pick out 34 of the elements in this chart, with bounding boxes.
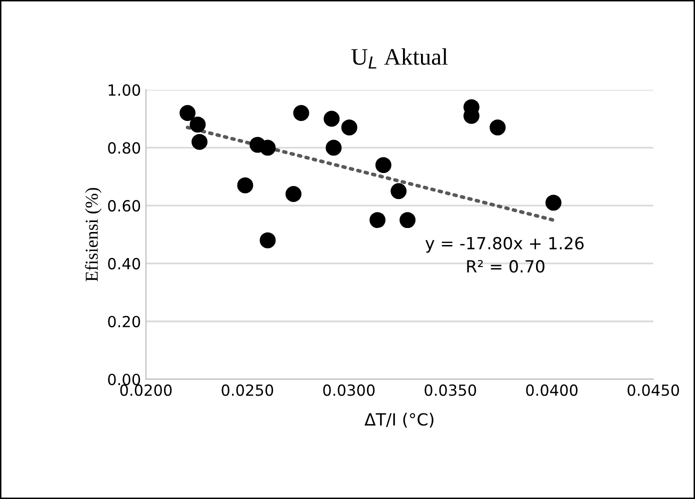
point — [286, 186, 302, 202]
point — [260, 140, 276, 156]
point — [370, 212, 386, 228]
annotation: R² = 0.70 — [467, 260, 544, 273]
y-tick-label: 0.20 — [108, 316, 140, 328]
y-tick-label: 1.00 — [108, 84, 140, 96]
point — [260, 232, 276, 248]
x-tick-label: 0.0450 — [628, 384, 680, 396]
point — [400, 212, 416, 228]
point — [180, 104, 196, 121]
x-tick-label: 0.0250 — [222, 384, 274, 396]
x-tick-label: 0.0350 — [424, 384, 476, 396]
point — [341, 119, 358, 136]
y-tick-label: 0.00 — [108, 374, 140, 386]
point — [192, 134, 208, 150]
point — [237, 177, 254, 194]
point — [324, 110, 340, 127]
point — [190, 116, 206, 133]
chart-title: U$_{L}$ Aktual — [351, 48, 448, 69]
y-tick-label: 0.60 — [108, 200, 140, 212]
annotation: y = -17.80x + 1.26 — [425, 236, 584, 253]
y-tick-label: 0.80 — [108, 142, 140, 154]
x-tick-label: 0.0200 — [120, 384, 172, 396]
y-axis-title: Efisiensi (%) — [84, 188, 102, 282]
x-tick-label: 0.0400 — [526, 384, 578, 396]
point — [375, 157, 392, 174]
x-axis-title: ΔT/I (°C) — [364, 412, 434, 428]
point — [490, 119, 506, 136]
x-tick-label: 0.0300 — [323, 384, 375, 396]
point — [293, 104, 310, 121]
point — [545, 194, 562, 211]
y-tick-label: 0.40 — [108, 258, 140, 270]
point — [390, 183, 407, 200]
point — [326, 140, 342, 156]
